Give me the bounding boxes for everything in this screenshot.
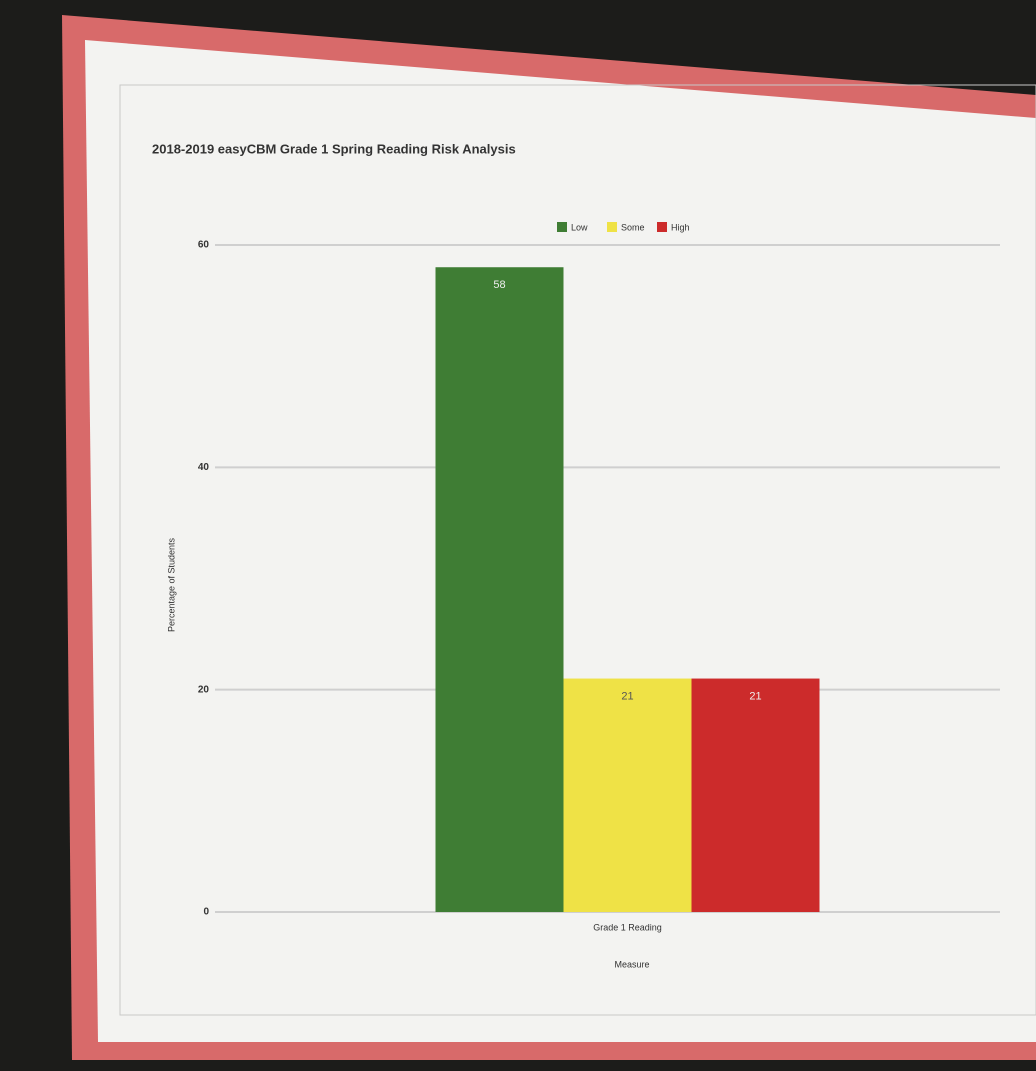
y-tick-label: 40 [198, 462, 210, 473]
y-tick-label: 60 [198, 240, 210, 251]
legend-swatch [557, 222, 567, 232]
legend-label: Some [621, 222, 645, 232]
x-tick-label: Grade 1 Reading [593, 922, 662, 932]
y-tick-label: 20 [198, 684, 210, 695]
legend-label: Low [571, 222, 588, 232]
bar [435, 267, 564, 912]
legend-label: High [671, 222, 690, 232]
bar [563, 678, 692, 912]
y-tick-label: 0 [203, 907, 209, 918]
y-axis-label: Percentage of Students [166, 537, 176, 632]
legend-swatch [607, 222, 617, 232]
data-label: 21 [749, 690, 761, 702]
data-label: 58 [493, 279, 505, 291]
legend-swatch [657, 222, 667, 232]
chart-title: 2018-2019 easyCBM Grade 1 Spring Reading… [152, 141, 516, 156]
bar [691, 678, 820, 912]
x-axis-label: Measure [614, 959, 649, 969]
chart-border [119, 84, 1036, 1016]
data-label: 21 [621, 690, 633, 702]
